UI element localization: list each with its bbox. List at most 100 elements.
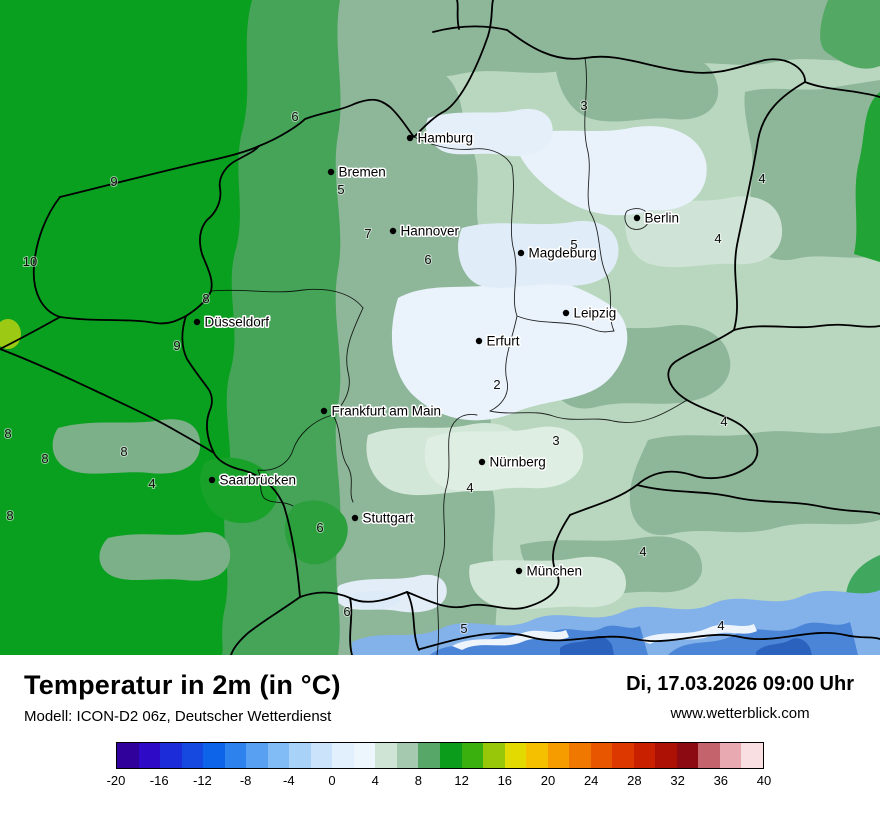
colorbar-tick-label: 36 <box>713 773 729 788</box>
colorbar-segment <box>418 743 440 768</box>
city-label: Saarbrücken <box>220 473 297 488</box>
city-marker: Hannover <box>389 222 461 240</box>
state-border <box>489 315 518 412</box>
city-dot-icon <box>517 249 525 257</box>
city-marker: Hamburg <box>406 129 475 147</box>
colorbar-tick-label: 20 <box>540 773 556 788</box>
country-border <box>181 315 215 454</box>
temp-zone <box>854 92 880 262</box>
city-dot-icon <box>208 476 216 484</box>
city-dot-icon <box>406 134 414 142</box>
temperature-value-label: 4 <box>466 480 473 495</box>
country-border <box>506 29 880 98</box>
temperature-value-label: 8 <box>4 426 11 441</box>
city-label: Stuttgart <box>363 511 414 526</box>
info-row: Temperatur in 2m (in °C) Modell: ICON-D2… <box>0 655 880 725</box>
colorbar-segment <box>310 743 333 768</box>
colorbar-segment <box>246 743 268 768</box>
temperature-map: Hamburg Bremen Hannover Berlin Magdeburg Düss… <box>0 0 880 655</box>
colorbar-segment <box>633 743 656 768</box>
colorbar-segment <box>504 743 527 768</box>
state-border <box>489 399 688 424</box>
colorbar-tick-label: -16 <box>149 773 169 788</box>
temperature-value-label: 4 <box>717 618 724 633</box>
colorbar-segment <box>203 743 225 768</box>
temp-zone <box>820 0 880 69</box>
city-label: Bremen <box>339 165 386 180</box>
temperature-value-label: 2 <box>493 377 500 392</box>
city-dot-icon <box>633 214 641 222</box>
state-border <box>257 469 294 507</box>
state-border <box>516 315 615 333</box>
colorbar-segment <box>160 743 182 768</box>
colorbar-segment <box>741 743 763 768</box>
temp-zone <box>469 556 627 610</box>
temp-zone <box>629 426 880 536</box>
map-title: Temperatur in 2m (in °C) <box>24 670 341 700</box>
forecast-datetime: Di, 17.03.2026 09:00 Uhr <box>626 673 854 695</box>
temperature-value-label: 10 <box>23 254 37 269</box>
country-border <box>733 323 880 331</box>
state-border <box>257 414 334 471</box>
colorbar-segment <box>612 743 634 768</box>
city-label: Leipzig <box>574 306 617 321</box>
temperature-value-label: 4 <box>639 544 646 559</box>
colorbar-segment <box>396 743 419 768</box>
city-marker: Frankfurt am Main <box>320 402 443 420</box>
country-border <box>406 591 420 651</box>
website-link: www.wetterblick.com <box>670 705 810 722</box>
colorbar-segment <box>461 743 484 768</box>
temperature-value-label: 6 <box>343 604 350 619</box>
city-dot-icon <box>562 309 570 317</box>
city-label: München <box>527 564 583 579</box>
colorbar-segment <box>267 743 290 768</box>
temp-zone <box>200 457 278 524</box>
colorbar-labels: -20 -16 -12 -8 -4 0 4 8 12 16 20 24 28 32 36 40 <box>107 773 772 793</box>
colorbar-tick-label: 24 <box>583 773 599 788</box>
datetime-block: Di, 17.03.2026 09:00 Uhr www.wetterblick… <box>626 670 854 722</box>
city-marker: Stuttgart <box>351 509 415 527</box>
colorbar-segment <box>569 743 591 768</box>
country-border <box>0 348 215 454</box>
temp-zone <box>425 108 553 157</box>
temperature-value-label: 8 <box>6 508 13 523</box>
colorbar-tick-label: 28 <box>627 773 642 788</box>
colorbar-tick-label: 8 <box>414 773 423 788</box>
temperature-value-label: 9 <box>173 338 180 353</box>
colorbar-tick-label: 12 <box>454 773 469 788</box>
colorbar-segment <box>483 743 505 768</box>
colorbar-tick-label: -4 <box>283 773 295 788</box>
temp-zone <box>284 500 348 565</box>
colorbar-tick-label: 4 <box>371 773 379 788</box>
city-marker: Bremen <box>327 163 387 181</box>
colorbar-tick-label: 0 <box>328 773 336 788</box>
country-border <box>0 316 61 350</box>
temperature-value-label: 6 <box>424 252 431 267</box>
temp-zone <box>424 426 584 492</box>
colorbar-segment <box>353 743 376 768</box>
country-border <box>456 0 460 30</box>
temperature-labels-layer: 6 5 7 9 10 8 9 6 5 4 4 3 2 3 4 4 8 8 8 4 8 6 4 6 5 4 <box>3 97 766 637</box>
city-marker: Erfurt <box>475 332 521 350</box>
colorbar-tick-label: -8 <box>239 773 252 788</box>
colorbar-segment <box>439 743 462 768</box>
city-dot-icon <box>389 227 397 235</box>
country-border <box>432 25 508 33</box>
country-border <box>59 315 187 325</box>
temperature-value-label: 8 <box>120 444 127 459</box>
city-marker: Leipzig <box>562 304 618 322</box>
model-info: Modell: ICON-D2 06z, Deutscher Wetterdie… <box>24 708 332 725</box>
temperature-field <box>0 0 880 655</box>
colorbar-segment <box>590 743 613 768</box>
state-border <box>332 307 364 416</box>
city-marker: Berlin <box>633 209 681 227</box>
state-border <box>436 414 478 655</box>
colorbar-segment <box>117 743 139 768</box>
map-svg: Hamburg Bremen Hannover Berlin Magdeburg Düss… <box>0 0 880 655</box>
city-markers-layer: Hamburg Bremen Hannover Berlin Magdeburg Düss… <box>193 129 681 580</box>
state-border <box>624 208 650 230</box>
state-border <box>589 211 615 332</box>
city-dot-icon <box>351 514 359 522</box>
city-label: Erfurt <box>487 334 520 349</box>
colorbar-segments <box>116 742 764 769</box>
